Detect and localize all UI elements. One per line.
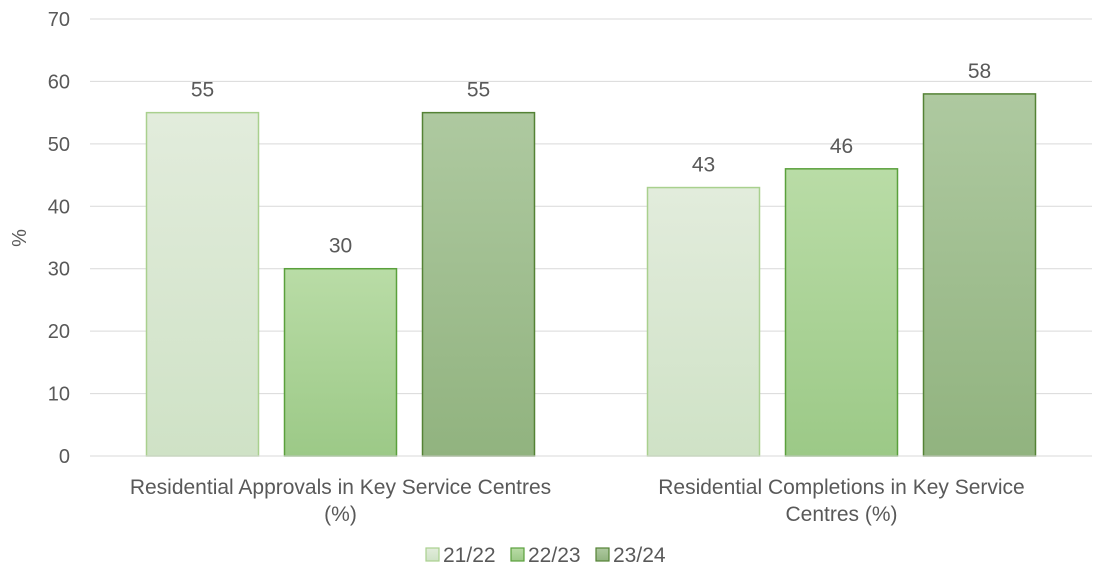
data-label: 30 (329, 235, 352, 258)
legend-label: 22/23 (528, 544, 581, 567)
legend-swatch (511, 548, 524, 561)
y-tick-label: 50 (48, 134, 70, 156)
bar-22-23-cat-1 (285, 269, 397, 456)
y-tick-label: 10 (48, 384, 70, 406)
y-tick-label: 70 (48, 9, 70, 31)
data-label: 43 (692, 154, 715, 177)
legend-swatch (596, 548, 609, 561)
y-axis-title: % (9, 229, 31, 247)
bars (147, 94, 1036, 456)
legend-item-22-23: 22/23 (511, 544, 581, 567)
data-label: 58 (968, 60, 991, 83)
legend-swatch (426, 548, 439, 561)
x-category-label: Residential Approvals in Key Service Cen… (130, 476, 551, 526)
bar-23-24-cat-2 (924, 94, 1036, 456)
y-tick-label: 60 (48, 71, 70, 93)
x-category-label: Residential Completions in Key Service Ce… (658, 476, 1025, 526)
legend-label: 23/24 (613, 544, 666, 567)
x-axis-categories: Residential Approvals in Key Service Cen… (130, 476, 1025, 526)
y-axis-ticks: 0 10 20 30 40 50 60 70 (48, 9, 70, 468)
y-tick-label: 0 (59, 446, 70, 468)
legend-item-23-24: 23/24 (596, 544, 666, 567)
legend: 21/22 22/23 23/24 (426, 544, 666, 567)
bar-22-23-cat-2 (786, 169, 898, 456)
y-tick-label: 20 (48, 321, 70, 343)
data-label: 46 (830, 135, 853, 158)
legend-item-21-22: 21/22 (426, 544, 496, 567)
bar-23-24-cat-1 (423, 113, 535, 456)
data-label: 55 (191, 79, 214, 102)
data-label: 55 (467, 79, 490, 102)
legend-label: 21/22 (443, 544, 496, 567)
y-tick-label: 30 (48, 259, 70, 281)
y-tick-label: 40 (48, 196, 70, 218)
bar-21-22-cat-1 (147, 113, 259, 456)
bar-21-22-cat-2 (648, 188, 760, 456)
